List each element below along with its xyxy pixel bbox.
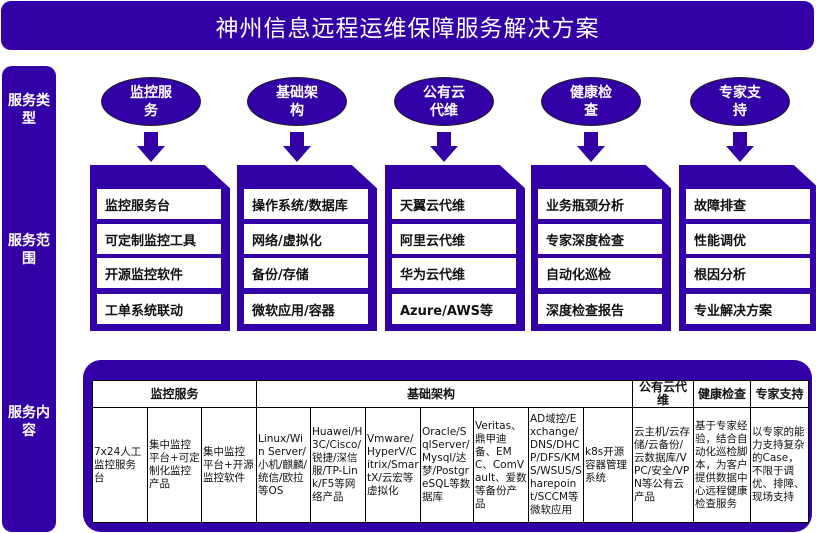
- arrow-down-icon: [283, 132, 311, 162]
- scope-item: 开源监控软件: [97, 258, 221, 288]
- label-service-type: 服务类型: [8, 93, 50, 127]
- table-cell: 云主机/云存储/云备份/云数据库/VPC/安全/VPN等公有云产品: [632, 407, 694, 523]
- scope-item: 阿里云代维: [392, 224, 516, 254]
- arrow-down-icon: [137, 132, 165, 162]
- arrow-down-icon: [430, 132, 458, 162]
- scope-item: 业务瓶颈分析: [538, 189, 662, 219]
- scope-item: 操作系统/数据库: [244, 189, 368, 219]
- label-service-scope: 服务范围: [8, 233, 50, 267]
- table-cell: Vmware/HyperV/Citrix/SmartX/云宏等虚拟化: [365, 407, 421, 523]
- page-title: 神州信息远程运维保障服务解决方案: [1, 1, 814, 50]
- service-type-label: 基础架构: [276, 84, 318, 119]
- service-type-2: 公有云代维: [394, 77, 494, 126]
- header-public-cloud: 公有云代维: [632, 380, 694, 408]
- scope-item: 根因分析: [686, 258, 810, 288]
- table-cell: 7x24人工监控服务台: [92, 407, 148, 523]
- service-type-label: 公有云代维: [423, 84, 465, 119]
- table-cell: Veritas、鼎甲迪备、EMC、ComVault、爱数等备份产品: [473, 407, 529, 523]
- scope-item: 备份/存储: [244, 258, 368, 288]
- table-cell: AD域控/Exchange/DNS/DHCP/DFS/KMS/WSUS/Shar…: [528, 407, 584, 523]
- table-cell: k8s开源容器管理系统: [583, 407, 633, 523]
- scope-item: 可定制监控工具: [97, 224, 221, 254]
- scope-item: 专家深度检查: [538, 224, 662, 254]
- service-type-3: 健康检查: [541, 77, 641, 126]
- service-type-label: 健康检查: [570, 84, 612, 119]
- service-scope-card: 操作系统/数据库 网络/虚拟化 备份/存储微软应用/容器: [237, 165, 377, 331]
- scope-item: 性能调优: [686, 224, 810, 254]
- arrow-down-icon: [726, 132, 754, 162]
- table-cell: 集中监控平台+开源监控软件: [201, 407, 257, 523]
- service-content-table: 监控服务 基础架构 公有云代维 健康检查 专家支持 7x24人工监控服务台 集中监…: [92, 380, 809, 523]
- header-expert-support: 专家支持: [750, 380, 809, 408]
- scope-item: 工单系统联动: [97, 294, 221, 324]
- service-scope-card: 监控服务台可定制监控工具 开源监控软件 工单系统联动: [90, 165, 230, 331]
- service-type-label: 监控服务: [130, 84, 172, 119]
- scope-item: 微软应用/容器: [244, 294, 368, 324]
- row-labels-bar: 服务类型 服务范围 服务内容: [2, 66, 56, 532]
- table-cell: Huawei/H3C/Cisco/锐捷/深信服/TP-Link/F5等网络产品: [310, 407, 366, 523]
- service-scope-card: 天翼云代维阿里云代维华为云代维 Azure/AWS等: [385, 165, 525, 331]
- scope-item: Azure/AWS等: [392, 294, 516, 324]
- header-monitoring: 监控服务: [92, 380, 257, 408]
- service-type-label: 专家支持: [719, 84, 761, 119]
- table-cell: 集中监控平台+可定制化监控产品: [147, 407, 202, 523]
- scope-item: 专业解决方案: [686, 294, 810, 324]
- table-cell: Linux/Win Server/小机/麒麟/统信/欧拉等OS: [256, 407, 311, 523]
- scope-item: 监控服务台: [97, 189, 221, 219]
- service-scope-card: 故障排查性能调优根因分析专业解决方案: [679, 165, 816, 331]
- service-type-4: 专家支持: [690, 77, 790, 126]
- label-service-content: 服务内容: [8, 405, 50, 439]
- header-infrastructure: 基础架构: [256, 380, 633, 408]
- table-cell: Oracle/SqlServer/Mysql/达梦/PostgreSQL等数据库: [420, 407, 474, 523]
- service-scope-card: 业务瓶颈分析 专家深度检查 自动化巡检深度检查报告: [531, 165, 671, 331]
- table-cell: 以专家的能力支持复杂的Case，不限于调优、排障、现场支持: [750, 407, 809, 523]
- service-type-0: 监控服务: [101, 77, 201, 126]
- table-cell: 基于专家经验，结合自动化巡检脚本，为客户提供数据中心远程健康检查服务: [693, 407, 751, 523]
- scope-item: 华为云代维: [392, 258, 516, 288]
- scope-item: 网络/虚拟化: [244, 224, 368, 254]
- service-type-1: 基础架构: [247, 77, 347, 126]
- scope-item: 天翼云代维: [392, 189, 516, 219]
- scope-item: 深度检查报告: [538, 294, 662, 324]
- scope-item: 自动化巡检: [538, 258, 662, 288]
- arrow-down-icon: [577, 132, 605, 162]
- header-health-check: 健康检查: [693, 380, 751, 408]
- scope-item: 故障排查: [686, 189, 810, 219]
